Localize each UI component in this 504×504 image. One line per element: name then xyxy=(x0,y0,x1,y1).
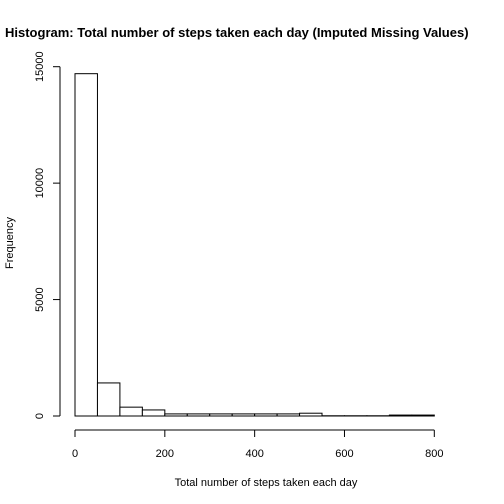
x-tick-label: 400 xyxy=(245,448,263,460)
y-tick-label: 5000 xyxy=(34,287,46,311)
chart-title: Histogram: Total number of steps taken e… xyxy=(5,25,469,40)
histogram-bar-2 xyxy=(119,406,143,417)
histogram-bar-1 xyxy=(96,382,121,417)
bars-group xyxy=(74,73,435,417)
x-tick-label: 600 xyxy=(335,448,353,460)
x-tick-label: 800 xyxy=(425,448,443,460)
x-axis-label: Total number of steps taken each day xyxy=(175,477,358,489)
x-ticks: 0 200 400 600 800 xyxy=(72,430,443,460)
y-tick-label: 15000 xyxy=(34,51,46,82)
y-tick-label: 0 xyxy=(34,413,46,419)
y-ticks: 0 5000 10000 15000 xyxy=(34,51,60,419)
y-tick-label: 10000 xyxy=(34,168,46,199)
histogram-bar-0 xyxy=(74,73,98,417)
x-tick-label: 0 xyxy=(72,448,78,460)
histogram-bar-3 xyxy=(141,409,166,417)
y-axis-label: Frequency xyxy=(4,217,16,269)
x-tick-label: 200 xyxy=(156,448,174,460)
